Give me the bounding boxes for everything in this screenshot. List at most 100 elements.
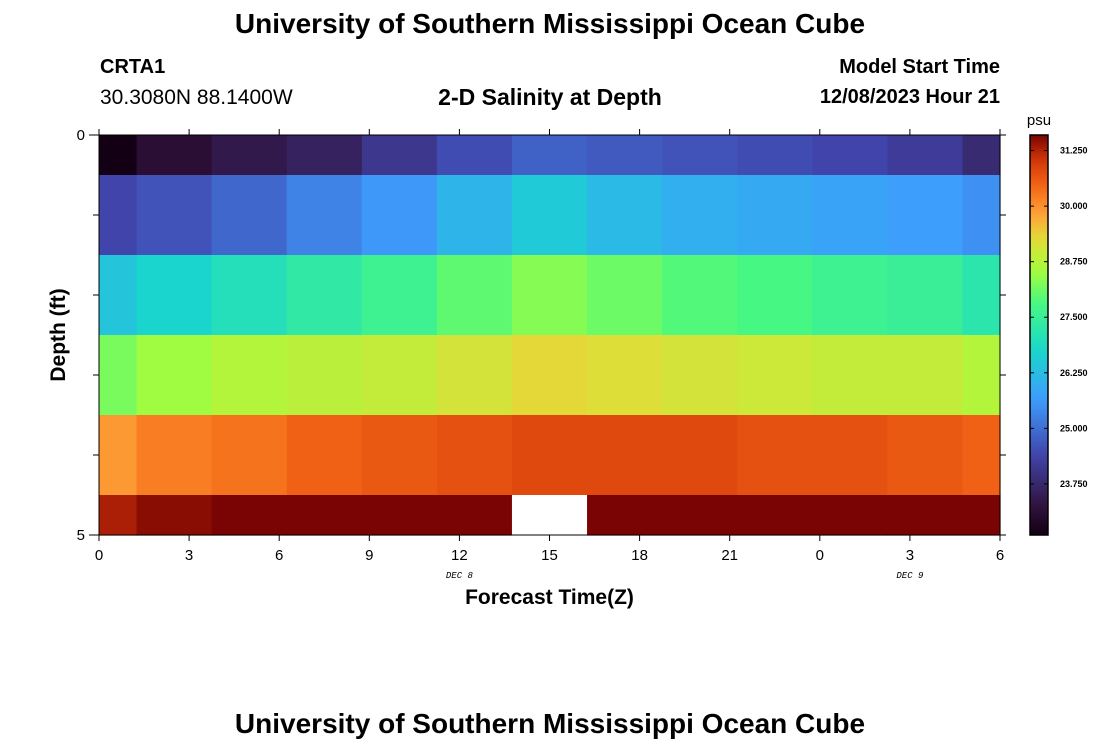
heatmap-cell <box>436 495 513 536</box>
heatmap-cell <box>211 135 288 176</box>
heatmap-cell <box>99 335 138 416</box>
y-axis-label: Depth (ft) <box>47 288 70 381</box>
heatmap-cell <box>436 415 513 496</box>
heatmap-cell <box>436 335 513 416</box>
heatmap-cell <box>99 175 138 256</box>
y-tick-label: 0 <box>77 127 85 144</box>
heatmap-cell <box>99 255 138 336</box>
heatmap-cell <box>812 495 888 536</box>
x-tick-label: 12 <box>451 547 468 564</box>
heatmap-cell <box>436 255 513 336</box>
heatmap-cell <box>662 415 738 496</box>
heatmap-cell <box>511 335 588 416</box>
heatmap-cell <box>436 135 513 176</box>
heatmap-cell <box>662 495 738 536</box>
heatmap-cell <box>211 415 288 496</box>
x-axis-label: Forecast Time(Z) <box>465 586 634 609</box>
heatmap-cell <box>887 175 964 256</box>
heatmap-cell <box>361 255 438 336</box>
colorbar-tick-label: 28.750 <box>1060 257 1088 267</box>
heatmap-cell <box>587 135 663 176</box>
heatmap-cell <box>887 135 964 176</box>
heatmap-cell <box>361 175 438 256</box>
heatmap-cell <box>136 135 213 176</box>
x-tick-label: 21 <box>721 547 738 564</box>
x-tick-label: 0 <box>816 547 824 564</box>
heatmap-cell <box>99 415 138 496</box>
heatmap-cell <box>812 415 888 496</box>
x-date-label: DEC 9 <box>896 571 924 581</box>
heatmap-cell <box>211 255 288 336</box>
colorbar-gradient <box>1029 134 1049 536</box>
heatmap-cell <box>136 335 213 416</box>
station-id: CRTA1 <box>100 56 166 78</box>
heatmap-cell <box>286 175 363 256</box>
heatmap-cell <box>662 335 738 416</box>
heatmap-cell <box>887 495 964 536</box>
heatmap-cell <box>737 135 813 176</box>
x-tick-label: 9 <box>365 547 373 564</box>
heatmap-cell <box>587 335 663 416</box>
heatmap-cell <box>812 255 888 336</box>
heatmap-cell <box>286 255 363 336</box>
heatmap-cell <box>136 255 213 336</box>
heatmap-cell <box>662 135 738 176</box>
heatmap-cell <box>286 415 363 496</box>
heatmap-cell <box>211 175 288 256</box>
heatmap-cell <box>361 135 438 176</box>
heatmap-cell <box>587 495 663 536</box>
heatmap-cell <box>211 335 288 416</box>
colorbar-tick-label: 31.250 <box>1060 146 1088 156</box>
heatmap-cell <box>587 175 663 256</box>
heatmap-cell-missing <box>511 495 588 536</box>
x-date-label: DEC 8 <box>446 571 474 581</box>
heatmap-cell <box>737 415 813 496</box>
heatmap-cell <box>962 255 1001 336</box>
heatmap-cell <box>812 135 888 176</box>
station-coordinates: 30.3080N 88.1400W <box>100 86 293 109</box>
heatmap-cell <box>136 415 213 496</box>
x-tick-label: 3 <box>906 547 914 564</box>
heatmap-cell <box>887 255 964 336</box>
heatmap-cell <box>361 335 438 416</box>
heatmap-cell <box>737 175 813 256</box>
heatmap-cell <box>511 135 588 176</box>
heatmap-cell <box>737 255 813 336</box>
x-tick-label: 3 <box>185 547 193 564</box>
heatmap-cell <box>587 255 663 336</box>
model-start-value: 12/08/2023 Hour 21 <box>819 86 1000 108</box>
heatmap-cell <box>962 495 1001 536</box>
heatmap-cell <box>737 335 813 416</box>
heatmap-cell <box>511 415 588 496</box>
colorbar: 31.250 30.000 28.750 27.500 26.250 25.000 23.7… <box>1029 134 1088 536</box>
heatmap-cell <box>511 175 588 256</box>
heatmap-cell <box>286 335 363 416</box>
chart-title: University of Southern Mississippi Ocean… <box>234 8 866 39</box>
colorbar-tick-label: 25.000 <box>1060 423 1088 433</box>
heatmap-cell <box>99 135 138 176</box>
heatmap-cell <box>211 495 288 536</box>
heatmap-cell <box>812 335 888 416</box>
chart-subtitle: 2-D Salinity at Depth <box>438 84 662 110</box>
colorbar-tick-label: 23.750 <box>1060 479 1088 489</box>
x-tick-label: 0 <box>95 547 103 564</box>
heatmap-cell <box>99 495 138 536</box>
heatmap-cell <box>737 495 813 536</box>
heatmap-cell <box>136 495 213 536</box>
heatmap-cell <box>962 175 1001 256</box>
colorbar-tick-label: 27.500 <box>1060 312 1088 322</box>
heatmap-cell <box>136 175 213 256</box>
heatmap-cell <box>436 175 513 256</box>
colorbar-tick-label: 26.250 <box>1060 368 1088 378</box>
heatmap-cell <box>662 175 738 256</box>
heatmap-cell <box>286 135 363 176</box>
footer-title: University of Southern Mississippi Ocean… <box>234 708 866 739</box>
heatmap-cells <box>99 135 1001 536</box>
heatmap-cell <box>962 415 1001 496</box>
x-tick-label: 6 <box>996 547 1004 564</box>
model-start-label: Model Start Time <box>839 56 1000 78</box>
x-tick-label: 15 <box>541 547 558 564</box>
colorbar-unit: psu <box>1027 112 1051 129</box>
